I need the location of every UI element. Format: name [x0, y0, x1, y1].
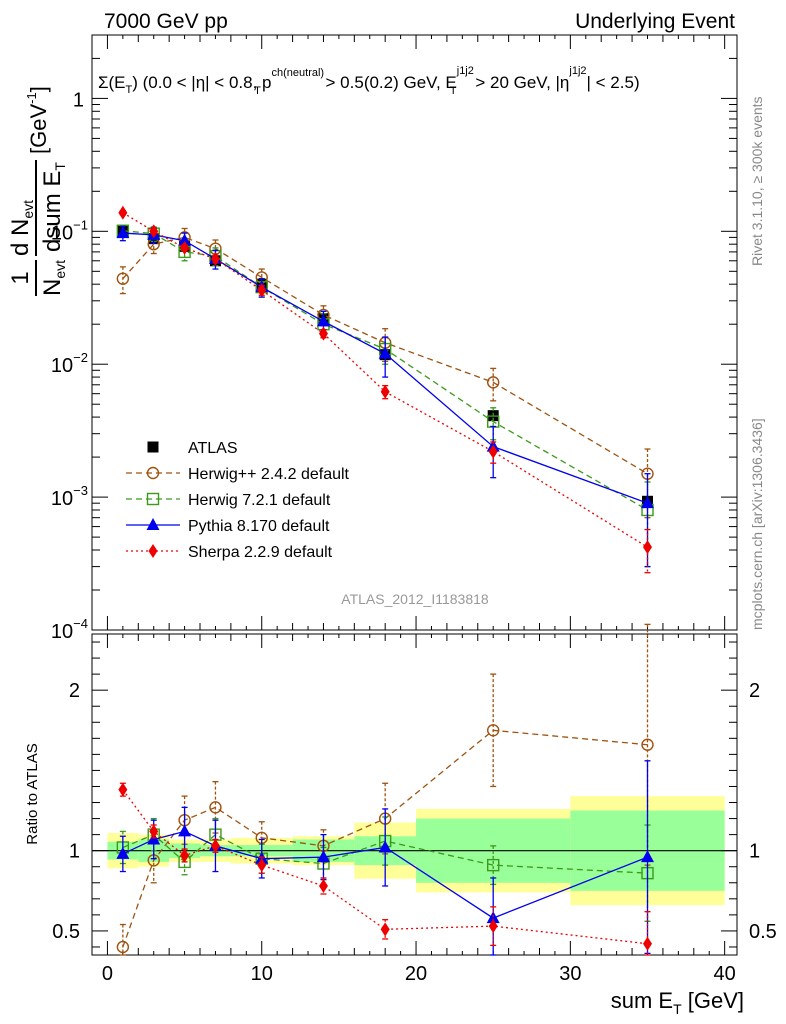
y-tick-label: 1 — [73, 89, 84, 111]
ratio-y-tick-label: 0.5 — [52, 921, 80, 943]
ratio-y-tick-label-right: 1 — [749, 841, 760, 863]
legend-marker-atlas — [147, 441, 159, 453]
main-point-sherpa — [210, 251, 220, 266]
ratio-point-sherpa — [257, 858, 267, 873]
ratio-frame — [91, 633, 738, 956]
main-point-herwigpp — [116, 272, 130, 285]
ylabel-num: d Nevt — [7, 200, 36, 256]
main-point-sherpa — [318, 326, 328, 341]
cut-description: Σ(ET) (0.0 < |η| < 0.8, pch(neutral) T > … — [98, 65, 640, 97]
ratio-point-sherpa — [210, 838, 220, 853]
ratio-y-tick-label-right: 2 — [749, 680, 760, 702]
main-point-sherpa — [257, 283, 267, 298]
main-point-sherpa — [180, 240, 190, 255]
main-panel-axes: 1 10−1 10−2 10−3 10−4 — [51, 34, 738, 643]
ratio-point-sherpa — [180, 848, 190, 863]
main-point-pythia — [641, 496, 655, 509]
ratio-point-herwigpp — [116, 940, 130, 954]
legend-marker-pythia — [146, 518, 160, 530]
legend: ATLAS Herwig++ 2.4.2 default Herwig 7.2.1 … — [126, 440, 350, 561]
ylabel-unit: [GeV-1] — [24, 86, 51, 154]
y-tick-label: 10−1 — [51, 217, 88, 244]
main-point-sherpa — [149, 224, 159, 239]
header-left: 7000 GeV pp — [104, 10, 228, 33]
ratio-y-tick-label-right: 0.5 — [749, 921, 777, 943]
y-tick-label: 10−4 — [51, 616, 88, 643]
analysis-label: ATLAS_2012_I1183818 — [341, 591, 489, 607]
main-point-sherpa — [643, 540, 653, 555]
main-point-pythia — [378, 346, 392, 359]
ratio-line-sherpa — [122, 789, 648, 945]
main-point-herwigpp — [486, 376, 500, 389]
main-panel-series — [116, 205, 655, 574]
x-tick-label: 10 — [251, 963, 273, 985]
ylabel-pre-num: 1 — [7, 271, 34, 284]
main-line-herwigpp — [122, 236, 648, 475]
ratio-point-sherpa — [118, 782, 128, 797]
main-point-sherpa — [488, 444, 498, 459]
main-point-sherpa — [118, 205, 128, 220]
x-tick-label: 20 — [405, 963, 427, 985]
ylabel-den: dsum ET — [39, 162, 68, 252]
ratio-point-sherpa — [643, 936, 653, 951]
ratio-y-tick-label: 2 — [69, 680, 80, 702]
legend-label-pythia: Pythia 8.170 default — [188, 518, 330, 535]
legend-label-sherpa: Sherpa 2.2.9 default — [188, 544, 333, 561]
ratio-point-sherpa — [488, 919, 498, 934]
ratio-point-pythia — [486, 911, 500, 924]
ylabel-pre-den: Nevt — [39, 260, 68, 296]
legend-label-herwig7: Herwig 7.2.1 default — [188, 492, 331, 509]
legend-label-atlas: ATLAS — [188, 440, 238, 457]
ratio-point-pythia — [178, 824, 192, 837]
legend-marker-herwig7 — [146, 492, 160, 506]
main-point-pythia — [116, 226, 130, 239]
x-tick-label: 30 — [559, 963, 581, 985]
y-tick-label: 10−3 — [51, 483, 88, 510]
side-label-rivet: Rivet 3.1.10, ≥ 300k events — [749, 96, 765, 266]
header-right: Underlying Event — [575, 10, 735, 33]
ratio-point-herwigpp — [486, 724, 500, 737]
main-point-pythia — [316, 314, 330, 327]
ratio-point-herwigpp — [641, 738, 654, 751]
side-label-mcplots: mcplots.cern.ch [arXiv:1306.3436] — [749, 418, 765, 630]
ratio-point-herwigpp — [209, 801, 222, 814]
ratio-y-axis-title: Ratio to ATLAS — [24, 743, 41, 844]
ratio-point-pythia — [316, 850, 330, 863]
ratio-point-pythia — [116, 846, 130, 859]
ratio-panel-series — [116, 623, 655, 956]
ratio-point-pythia — [641, 850, 655, 863]
ratio-point-pythia — [378, 840, 392, 853]
main-point-pythia — [178, 233, 192, 246]
legend-marker-sherpa — [148, 544, 158, 558]
ratio-point-sherpa — [380, 922, 390, 937]
y-tick-label: 10−2 — [51, 350, 88, 377]
ratio-point-herwig7 — [486, 858, 500, 872]
main-point-sherpa — [380, 384, 390, 399]
ratio-point-sherpa — [149, 824, 159, 839]
main-frame — [91, 34, 738, 631]
ratio-point-sherpa — [318, 878, 328, 893]
main-y-axis-title: 1 Nevt d Nevt dsum ET [GeV-1] — [7, 86, 68, 296]
legend-marker-herwigpp — [146, 466, 160, 480]
x-tick-label: 40 — [714, 963, 736, 985]
ratio-y-tick-label: 1 — [69, 841, 80, 863]
x-tick-label: 0 — [102, 963, 113, 985]
x-axis-title: sum ET [GeV] — [611, 988, 744, 1017]
legend-label-herwigpp: Herwig++ 2.4.2 default — [188, 466, 350, 483]
